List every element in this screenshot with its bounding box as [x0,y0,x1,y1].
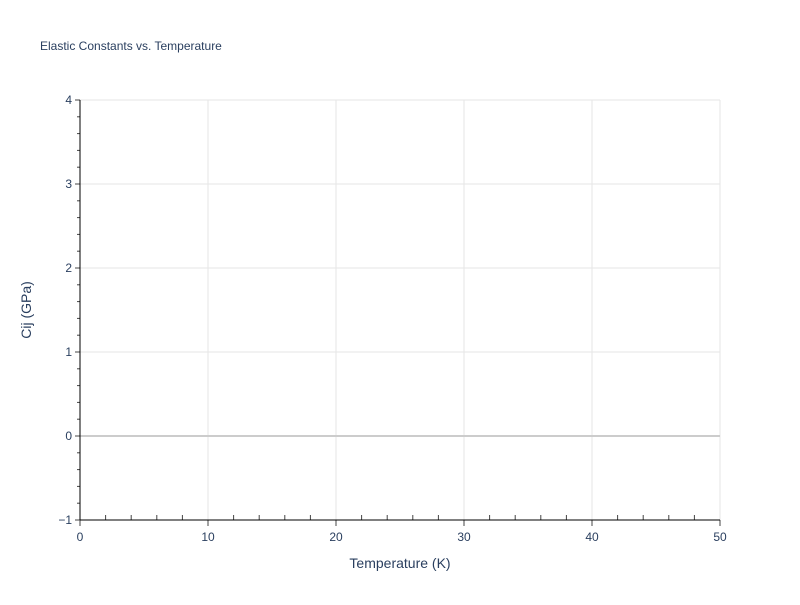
y-axis-label: Cij (GPa) [18,281,34,339]
y-tick-label: 0 [65,429,72,443]
x-tick-label: 20 [329,530,343,544]
y-tick-label: 4 [65,93,72,107]
x-tick-label: 40 [585,530,599,544]
y-tick-label: 1 [65,345,72,359]
x-tick-label: 30 [457,530,471,544]
x-tick-label: 50 [713,530,727,544]
y-tick-label: −1 [58,513,72,527]
chart-title: Elastic Constants vs. Temperature [40,39,222,53]
x-tick-label: 0 [77,530,84,544]
y-tick-label: 2 [65,261,72,275]
x-tick-label: 10 [201,530,215,544]
y-tick-label: 3 [65,177,72,191]
x-axis-label: Temperature (K) [349,555,450,571]
